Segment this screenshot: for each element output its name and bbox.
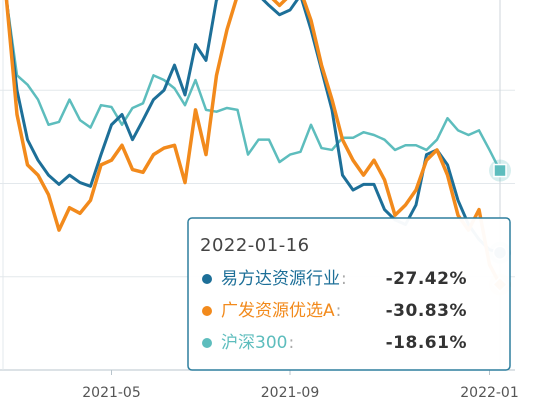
separator: : bbox=[336, 301, 342, 321]
series-line bbox=[4, 0, 502, 286]
series-line bbox=[5, 0, 501, 255]
tooltip: 2022-01-16 易方达资源行业: -27.42% 广发资源优选A: -30.83… bbox=[187, 217, 511, 371]
x-tick-label: 2021-05 bbox=[82, 385, 141, 401]
x-tick-label: 2021-09 bbox=[261, 385, 320, 401]
tooltip-value: -18.61% bbox=[386, 333, 467, 353]
legend-dot bbox=[202, 306, 212, 316]
tooltip-value: -27.42% bbox=[386, 269, 467, 289]
tooltip-value: -30.83% bbox=[386, 301, 467, 321]
legend-dot bbox=[202, 338, 212, 348]
legend-name: 易方达资源行业 bbox=[221, 269, 340, 289]
end-marker bbox=[493, 163, 507, 178]
series-line bbox=[5, 0, 502, 172]
x-tick-label: 2022-01 bbox=[460, 385, 519, 401]
separator: : bbox=[288, 333, 294, 353]
legend-name: 沪深300 bbox=[221, 333, 287, 353]
plot bbox=[4, 0, 502, 286]
legend-name: 广发资源优选A bbox=[221, 301, 335, 321]
legend-dot bbox=[202, 274, 212, 284]
separator: : bbox=[341, 269, 347, 289]
tooltip-date: 2022-01-16 bbox=[200, 235, 310, 256]
tooltip-box bbox=[187, 217, 511, 371]
